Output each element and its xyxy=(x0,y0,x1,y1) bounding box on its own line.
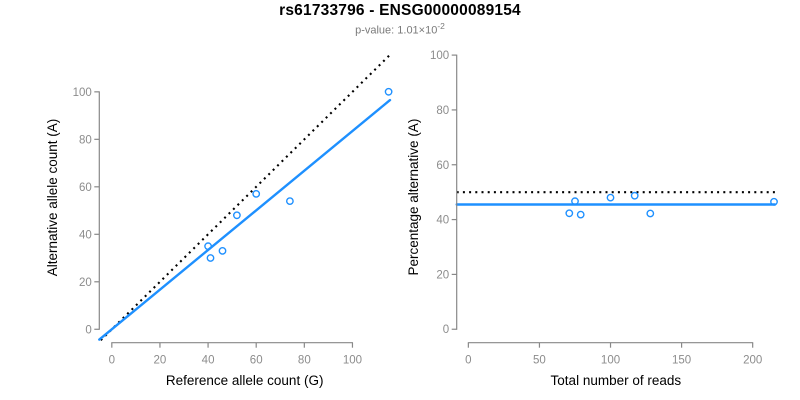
x-tick-label: 60 xyxy=(250,355,263,367)
x-tick-label: 20 xyxy=(154,355,167,367)
y-tick-label: 40 xyxy=(436,215,449,227)
data-point xyxy=(204,242,213,251)
data-point xyxy=(576,210,585,219)
x-tick-label: 0 xyxy=(465,355,471,367)
x-tick-label: 100 xyxy=(343,355,362,367)
y-tick-label: 100 xyxy=(430,50,449,62)
p-value-exponent: -2 xyxy=(437,21,445,31)
y-tick-label: 60 xyxy=(79,182,92,194)
x-tick-label: 40 xyxy=(202,355,215,367)
y-tick-label: 80 xyxy=(436,105,449,117)
panel-left-scatter: 0 20 40 60 80 100 0 20 40 60 80 100 Reference allele… xyxy=(45,54,393,388)
data-point xyxy=(206,254,215,262)
x-axis-label: Total number of reads xyxy=(551,373,682,388)
fit-line xyxy=(98,98,392,341)
x-tick-label: 200 xyxy=(743,355,762,367)
p-value-subtitle: p-value: 1.01×10-2 xyxy=(0,21,800,37)
data-point xyxy=(285,197,294,206)
x-tick-label: 80 xyxy=(298,355,311,367)
y-tick-label: 80 xyxy=(79,134,92,146)
y-tick-label: 60 xyxy=(436,160,449,172)
x-tick-label: 100 xyxy=(601,355,620,367)
data-point xyxy=(770,197,778,206)
y-tick-label: 100 xyxy=(73,87,92,99)
p-value-text: p-value: 1.01×10 xyxy=(355,24,438,37)
x-tick-label: 0 xyxy=(109,355,115,367)
data-point xyxy=(565,209,574,218)
data-point xyxy=(232,211,241,220)
y-tick-label: 20 xyxy=(79,277,92,289)
data-point xyxy=(646,209,655,218)
y-tick-label: 20 xyxy=(436,269,449,281)
data-point xyxy=(252,189,261,198)
data-point xyxy=(630,191,639,200)
y-axis-label: Alternative allele count (A) xyxy=(45,119,60,277)
y-tick-label: 40 xyxy=(79,229,92,241)
x-tick-label: 150 xyxy=(672,355,691,367)
page-title: rs61733796 - ENSG00000089154 xyxy=(279,2,521,19)
panel-right-scatter: 0 50 100 150 200 0 20 40 60 80 100 Total number of … xyxy=(406,50,778,388)
x-axis-label: Reference allele count (G) xyxy=(166,373,324,388)
data-point xyxy=(571,197,579,206)
data-point xyxy=(606,193,615,202)
data-point xyxy=(384,87,393,96)
y-tick-label: 0 xyxy=(85,324,91,336)
data-point xyxy=(218,246,227,255)
identity-line xyxy=(100,54,391,341)
y-axis-label: Percentage alternative (A) xyxy=(406,119,421,276)
y-tick-label: 0 xyxy=(443,324,449,336)
x-tick-label: 50 xyxy=(533,355,546,367)
